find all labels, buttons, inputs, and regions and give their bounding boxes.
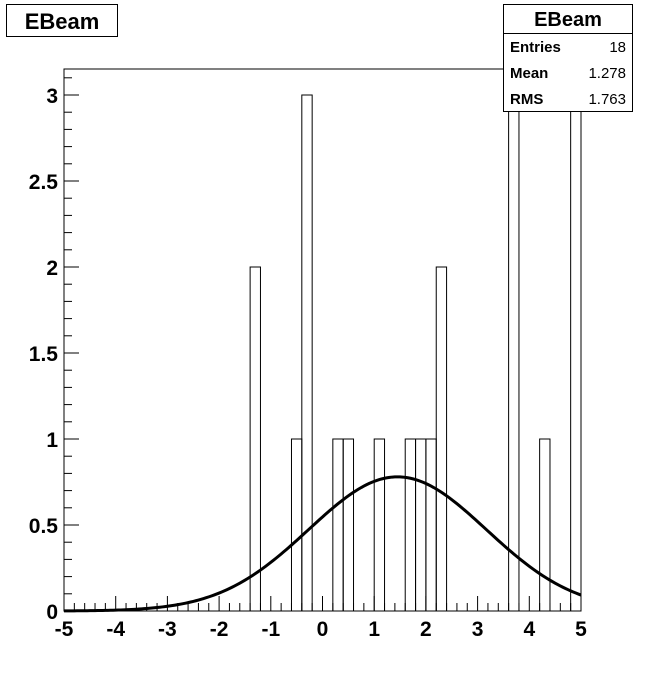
histogram-bar bbox=[539, 438, 551, 612]
stats-label: Mean bbox=[510, 64, 549, 82]
x-tick-label: -1 bbox=[261, 618, 280, 641]
x-tick-label: 2 bbox=[420, 618, 432, 641]
y-tick-label: 2 bbox=[46, 257, 58, 280]
histogram-bar bbox=[342, 438, 355, 612]
x-tick-label: 1 bbox=[368, 618, 380, 641]
x-tick-label: -5 bbox=[55, 618, 74, 641]
stats-value: 1.763 bbox=[588, 90, 626, 108]
stats-label: RMS bbox=[510, 90, 544, 108]
y-tick-label: 3 bbox=[46, 85, 58, 108]
axes: -5 -4 -3 -2 -1 0 1 2 3 4 5 0 0.5 1 1.5 2 2.5 3 bbox=[29, 77, 587, 641]
histogram-bar bbox=[570, 94, 582, 612]
histogram-bars bbox=[249, 94, 582, 612]
histogram-bar bbox=[415, 438, 427, 612]
histogram-bar bbox=[425, 438, 437, 612]
histogram-bar bbox=[332, 438, 344, 612]
histogram-bar bbox=[290, 438, 303, 612]
y-tick-label: 1 bbox=[46, 429, 58, 452]
gaussian-fit-curve bbox=[63, 475, 582, 613]
histogram-bar bbox=[508, 94, 520, 612]
stats-row-entries: Entries 18 bbox=[504, 34, 632, 60]
stats-title: EBeam bbox=[504, 5, 632, 34]
x-tick-label: -3 bbox=[158, 618, 177, 641]
x-tick-label: 5 bbox=[575, 618, 587, 641]
x-tick-label: 3 bbox=[472, 618, 484, 641]
stats-value: 18 bbox=[609, 38, 626, 56]
stats-label: Entries bbox=[510, 38, 561, 56]
histogram-bar bbox=[435, 266, 448, 612]
stats-row-rms: RMS 1.763 bbox=[504, 86, 632, 112]
histogram-bar bbox=[249, 266, 261, 612]
x-tick-label: 0 bbox=[317, 618, 329, 641]
x-tick-label: -4 bbox=[106, 618, 125, 641]
histogram-bar bbox=[404, 438, 417, 612]
plot-frame bbox=[63, 68, 582, 612]
y-tick-label: 1.5 bbox=[29, 343, 59, 366]
y-tick-label: 2.5 bbox=[29, 171, 59, 194]
fit-curve-layer bbox=[63, 475, 582, 613]
x-tick-label: -2 bbox=[210, 618, 229, 641]
chart-title: EBeam bbox=[6, 4, 118, 37]
stats-box: EBeam Entries 18 Mean 1.278 RMS 1.763 bbox=[503, 4, 633, 112]
histogram-bar bbox=[373, 438, 386, 612]
y-tick-label: 0.5 bbox=[29, 515, 59, 538]
x-tick-label: 4 bbox=[523, 618, 535, 641]
stats-value: 1.278 bbox=[588, 64, 626, 82]
histogram-bar bbox=[301, 94, 313, 612]
stats-row-mean: Mean 1.278 bbox=[504, 60, 632, 86]
y-tick-label: 0 bbox=[46, 601, 58, 624]
